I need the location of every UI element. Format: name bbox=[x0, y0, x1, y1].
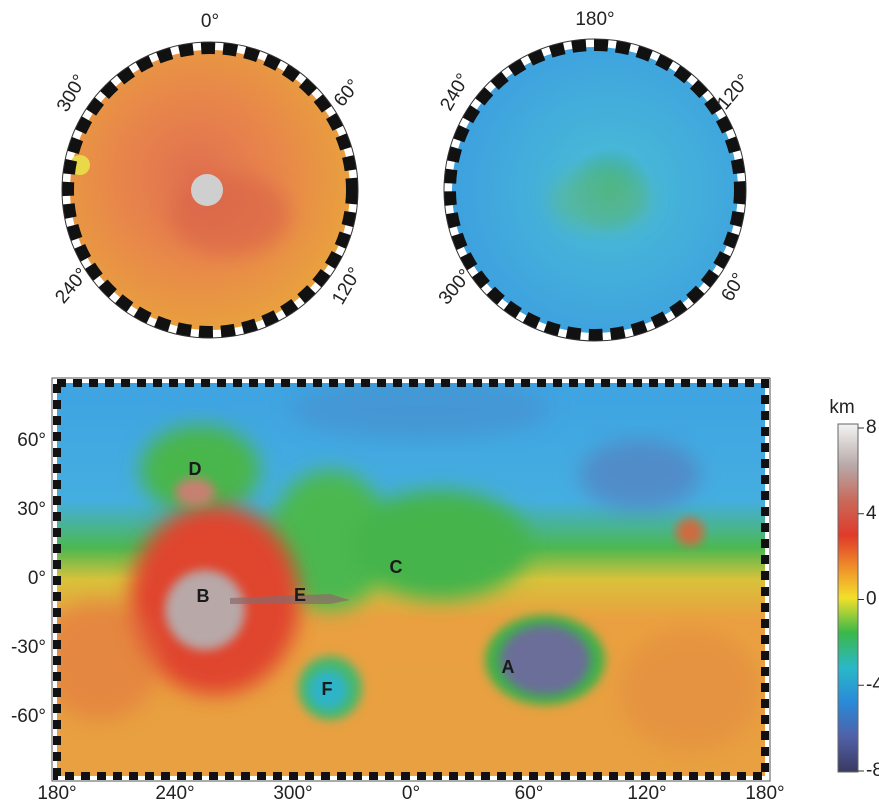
longitude-label: 120° bbox=[627, 783, 666, 804]
south-polar-map bbox=[61, 41, 359, 339]
colorbar-unit: km bbox=[829, 397, 854, 418]
feature-label: E bbox=[294, 585, 306, 605]
longitude-label: 60° bbox=[515, 783, 544, 804]
latitude-label: 60° bbox=[17, 430, 46, 451]
feature-label: A bbox=[502, 657, 515, 677]
colorbar bbox=[837, 423, 859, 773]
longitude-label: 300° bbox=[273, 783, 312, 804]
latitude-label: 0° bbox=[28, 568, 46, 589]
feature-label: D bbox=[189, 459, 202, 479]
longitude-label: 180° bbox=[745, 783, 784, 804]
latitude-label: -60° bbox=[11, 706, 46, 727]
colorbar-tick-label: -8 bbox=[866, 760, 879, 781]
north-polar-map bbox=[443, 38, 747, 342]
colorbar-tick-label: 0 bbox=[866, 589, 877, 610]
global-map bbox=[57, 383, 765, 776]
longitude-label: 180° bbox=[37, 783, 76, 804]
feature-label: B bbox=[197, 586, 210, 606]
polar-label: 300° bbox=[435, 265, 476, 309]
polar-label: 180° bbox=[575, 9, 614, 30]
polar-label: 0° bbox=[201, 11, 219, 32]
polar-label: 300° bbox=[53, 71, 91, 116]
latitude-label: -30° bbox=[11, 637, 46, 658]
longitude-label: 240° bbox=[155, 783, 194, 804]
colorbar-tick-label: -4 bbox=[866, 674, 879, 695]
feature-label: F bbox=[322, 679, 333, 699]
longitude-label: 0° bbox=[402, 783, 420, 804]
latitude-label: 30° bbox=[17, 499, 46, 520]
colorbar-tick-label: 8 bbox=[866, 417, 877, 438]
map-border bbox=[53, 379, 769, 780]
feature-label: C bbox=[390, 557, 403, 577]
colorbar-tick-label: 4 bbox=[866, 503, 877, 524]
polar-label: 60° bbox=[330, 76, 365, 112]
map-frame bbox=[51, 377, 771, 782]
polar-label: 60° bbox=[718, 270, 751, 305]
